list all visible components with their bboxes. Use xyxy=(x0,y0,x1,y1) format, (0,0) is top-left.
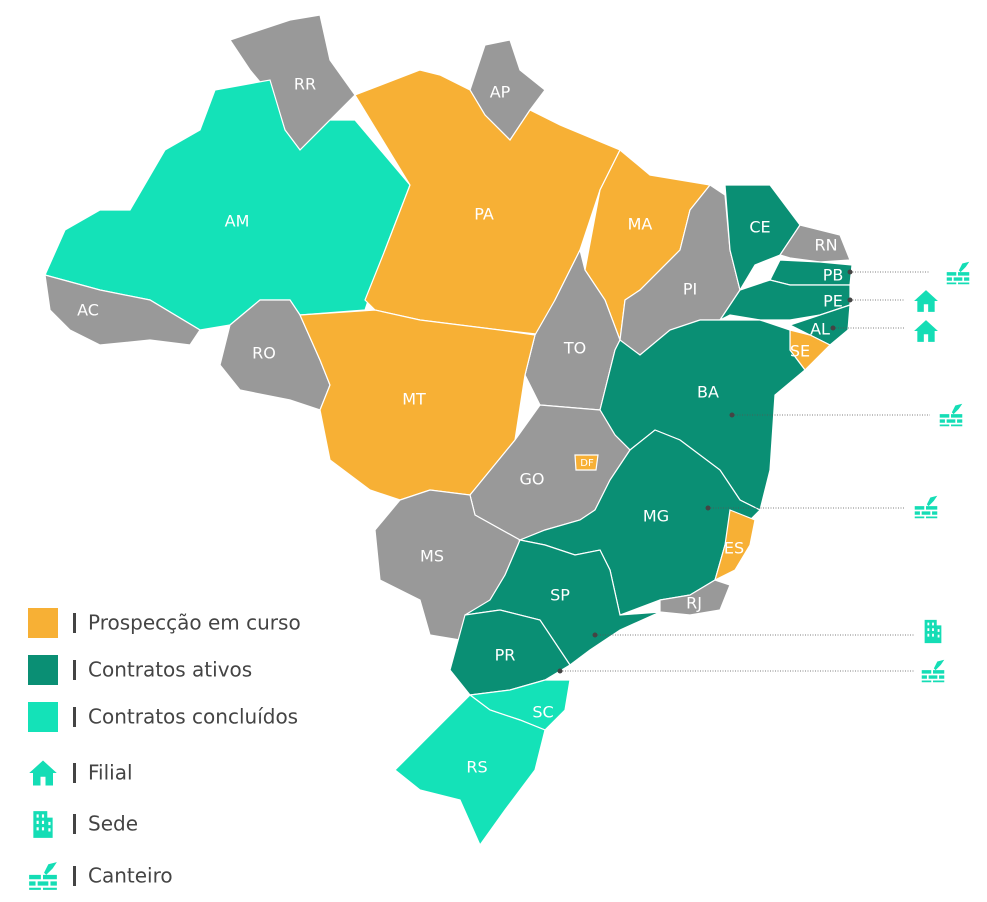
state-label: MT xyxy=(402,390,426,409)
icon-brick xyxy=(921,659,945,683)
state-label: TO xyxy=(563,339,586,358)
legend-separator xyxy=(73,866,76,886)
leader-dot xyxy=(830,325,836,331)
legend-separator xyxy=(73,707,76,727)
leader-dot xyxy=(705,505,711,511)
legend-separator xyxy=(73,660,76,680)
state-label: PI xyxy=(683,280,697,299)
leader-dot xyxy=(592,632,598,638)
legend-label: Filial xyxy=(88,761,133,785)
state-label: AL xyxy=(810,320,830,339)
icon-house xyxy=(914,290,938,312)
state-label: MA xyxy=(628,215,653,234)
state-shape xyxy=(464,539,661,666)
state-shape xyxy=(354,69,621,336)
state-label: RJ xyxy=(686,594,702,613)
state-shape xyxy=(394,694,546,847)
icon-brick xyxy=(939,403,963,427)
icon-house xyxy=(914,320,938,342)
state-label: AP xyxy=(490,83,511,102)
legend-label: Prospecção em curso xyxy=(88,611,301,635)
state-label: RR xyxy=(294,75,316,94)
state-label: PE xyxy=(823,292,843,311)
state-label: RS xyxy=(466,758,487,777)
legend-icon xyxy=(29,760,57,786)
legend-separator xyxy=(73,814,76,834)
state-label: AC xyxy=(77,301,99,320)
icon-brick xyxy=(914,495,938,519)
state-shape xyxy=(574,454,599,471)
legend-label: Contratos concluídos xyxy=(88,705,298,729)
state-shape xyxy=(714,509,756,582)
legend-label: Canteiro xyxy=(88,864,173,888)
state-label: RO xyxy=(252,344,276,363)
state-label: ES xyxy=(724,539,744,558)
state-label: RN xyxy=(814,236,837,255)
state-shape xyxy=(724,184,801,292)
state-label: SP xyxy=(550,586,570,605)
state-label: PR xyxy=(495,646,516,665)
state-label: MS xyxy=(420,547,444,566)
state-label: PB xyxy=(823,266,844,285)
state-label: PA xyxy=(474,205,494,224)
state-label: SE xyxy=(790,342,810,361)
state-label: SC xyxy=(532,703,553,722)
legend-swatch xyxy=(28,702,58,732)
state-shape xyxy=(659,579,731,616)
legend-separator xyxy=(73,763,76,783)
legend-label: Sede xyxy=(88,812,138,836)
state-label: MG xyxy=(643,507,669,526)
legend-icon xyxy=(33,811,53,838)
leader-dot xyxy=(729,412,735,418)
leader-dot xyxy=(557,668,563,674)
legend-icon xyxy=(29,862,57,890)
leader-dot xyxy=(847,297,853,303)
state-label: AM xyxy=(225,212,250,231)
legend-swatch xyxy=(28,608,58,638)
leader-dot xyxy=(847,269,853,275)
icon-bldg xyxy=(924,619,942,644)
state-shape xyxy=(44,79,411,331)
state-shape xyxy=(44,274,201,346)
icon-brick xyxy=(946,261,970,285)
state-label: GO xyxy=(520,470,545,489)
legend-swatch xyxy=(28,655,58,685)
state-label: BA xyxy=(697,383,719,402)
state-label: CE xyxy=(749,218,770,237)
legend-separator xyxy=(73,613,76,633)
legend-label: Contratos ativos xyxy=(88,658,252,682)
state-label: DF xyxy=(580,458,594,469)
